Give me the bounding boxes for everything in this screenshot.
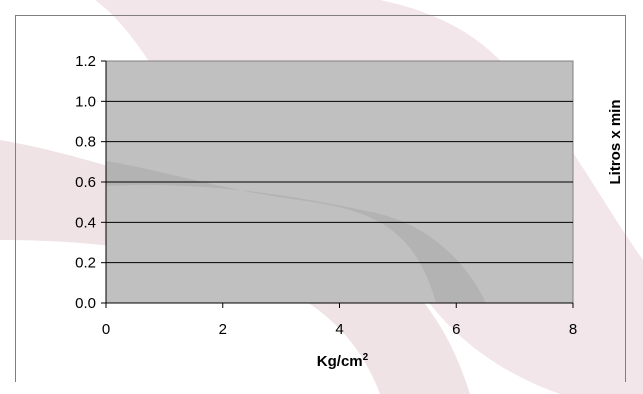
y-axis-title: Litros x min	[607, 99, 624, 184]
x-axis-title: Kg/cm2	[317, 352, 369, 370]
y-axis-ticks: 0.0 0.2 0.4 0.6 0.8 1.0 1.2	[75, 53, 106, 312]
x-tick-label: 2	[219, 321, 227, 338]
y-tick-label: 0.8	[75, 134, 96, 151]
x-axis-title-superscript: 2	[363, 352, 369, 363]
y-tick-label: 1.2	[75, 53, 96, 70]
chart-area-border	[15, 15, 626, 382]
x-axis-ticks: 0 2 4 6 8	[102, 303, 577, 338]
x-tick-label: 4	[335, 321, 343, 338]
y-tick-label: 0.2	[75, 255, 96, 272]
y-tick-label: 0.0	[75, 295, 96, 312]
x-axis-title-text: Kg/cm	[317, 353, 363, 370]
x-tick-label: 6	[452, 321, 460, 338]
plot-watermark-shadow	[106, 161, 486, 303]
y-tick-label: 1.0	[75, 93, 96, 110]
y-tick-label: 0.4	[75, 214, 96, 231]
gridlines	[106, 100, 573, 264]
x-tick-label: 0	[102, 321, 110, 338]
y-tick-label: 0.6	[75, 174, 96, 191]
x-tick-label: 8	[569, 321, 577, 338]
